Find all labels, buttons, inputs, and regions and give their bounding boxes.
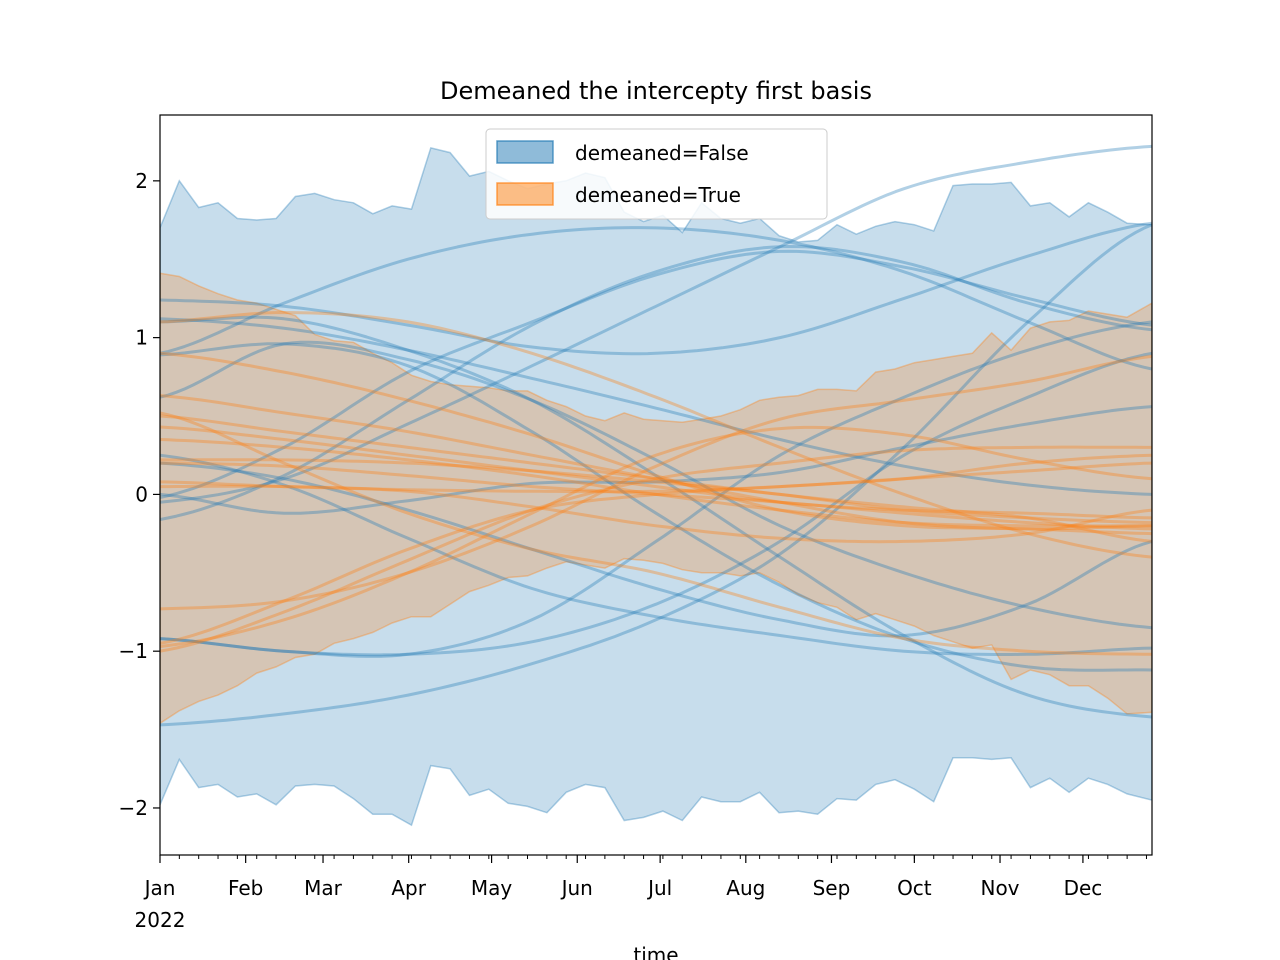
x-tick-label: Jan — [143, 876, 176, 900]
line-true-0 — [160, 311, 1152, 559]
x-tick-label: May — [471, 876, 513, 900]
x-tick-label: Mar — [304, 876, 343, 900]
line-false-3 — [160, 342, 1152, 672]
x-tick-label: Oct — [897, 876, 932, 900]
y-axis: 2 1 0 −1 −2 — [119, 169, 160, 820]
line-true-2 — [160, 394, 1152, 531]
x-tick-label: Nov — [980, 876, 1019, 900]
line-false-13 — [160, 144, 1152, 504]
line-true-8 — [160, 461, 1152, 494]
chart-title: Demeaned the intercepty first basis — [440, 77, 872, 105]
line-true-5 — [160, 438, 1152, 528]
sample-lines — [160, 144, 1152, 727]
line-true-3 — [160, 414, 1152, 543]
line-true-10 — [160, 354, 1152, 611]
legend-box — [485, 128, 828, 220]
line-true-6 — [160, 458, 1152, 525]
line-true-4 — [160, 425, 1152, 520]
line-false-11 — [160, 340, 1152, 630]
line-false-9 — [160, 405, 1152, 515]
line-false-7 — [160, 351, 1152, 657]
line-false-14 — [160, 461, 1152, 638]
line-false-12 — [160, 315, 1152, 719]
line-true-7 — [160, 461, 1152, 531]
line-true-1 — [160, 351, 1152, 536]
line-false-5 — [160, 249, 1152, 499]
legend-label-true: demeaned=True — [575, 183, 741, 207]
legend-label-false: demeaned=False — [575, 141, 749, 165]
x-tick-label: Jun — [560, 876, 593, 900]
line-false-6 — [160, 453, 1152, 656]
x-tick-label: Jul — [646, 876, 672, 900]
legend-swatch-false — [496, 140, 554, 164]
x-tick-sublabel: 2022 — [135, 908, 186, 932]
line-false-10 — [160, 320, 1152, 658]
y-tick-label: 1 — [135, 326, 148, 350]
x-axis-title: time — [633, 943, 678, 960]
band-true — [160, 272, 1152, 725]
x-tick-label: Sep — [813, 876, 851, 900]
x-tick-label: Dec — [1064, 876, 1103, 900]
confidence-bands — [160, 147, 1152, 827]
y-tick-label: −1 — [119, 639, 148, 663]
legend-swatch-true — [496, 182, 554, 206]
line-true-14 — [160, 484, 1152, 544]
line-false-8 — [160, 223, 1152, 727]
x-axis: Jan 2022 Feb Mar Apr May Jun Jul Aug Sep Oct Nov Dec — [135, 855, 1147, 932]
line-false-2 — [160, 317, 1152, 496]
x-tick-label: Apr — [391, 876, 426, 900]
legend: demeaned=False demeaned=True — [485, 128, 828, 220]
line-false-0 — [160, 226, 1152, 371]
y-tick-label: 0 — [135, 482, 148, 506]
x-tick-label: Aug — [726, 876, 765, 900]
line-true-11 — [160, 425, 1152, 648]
y-tick-label: 2 — [135, 169, 148, 193]
line-true-12 — [160, 445, 1152, 653]
line-true-13 — [160, 453, 1152, 645]
plot-frame — [159, 114, 1153, 856]
line-false-4 — [160, 245, 1152, 521]
line-true-9 — [160, 411, 1152, 656]
x-tick-label: Feb — [228, 876, 263, 900]
line-false-1 — [160, 221, 1152, 356]
y-tick-label: −2 — [119, 796, 148, 820]
